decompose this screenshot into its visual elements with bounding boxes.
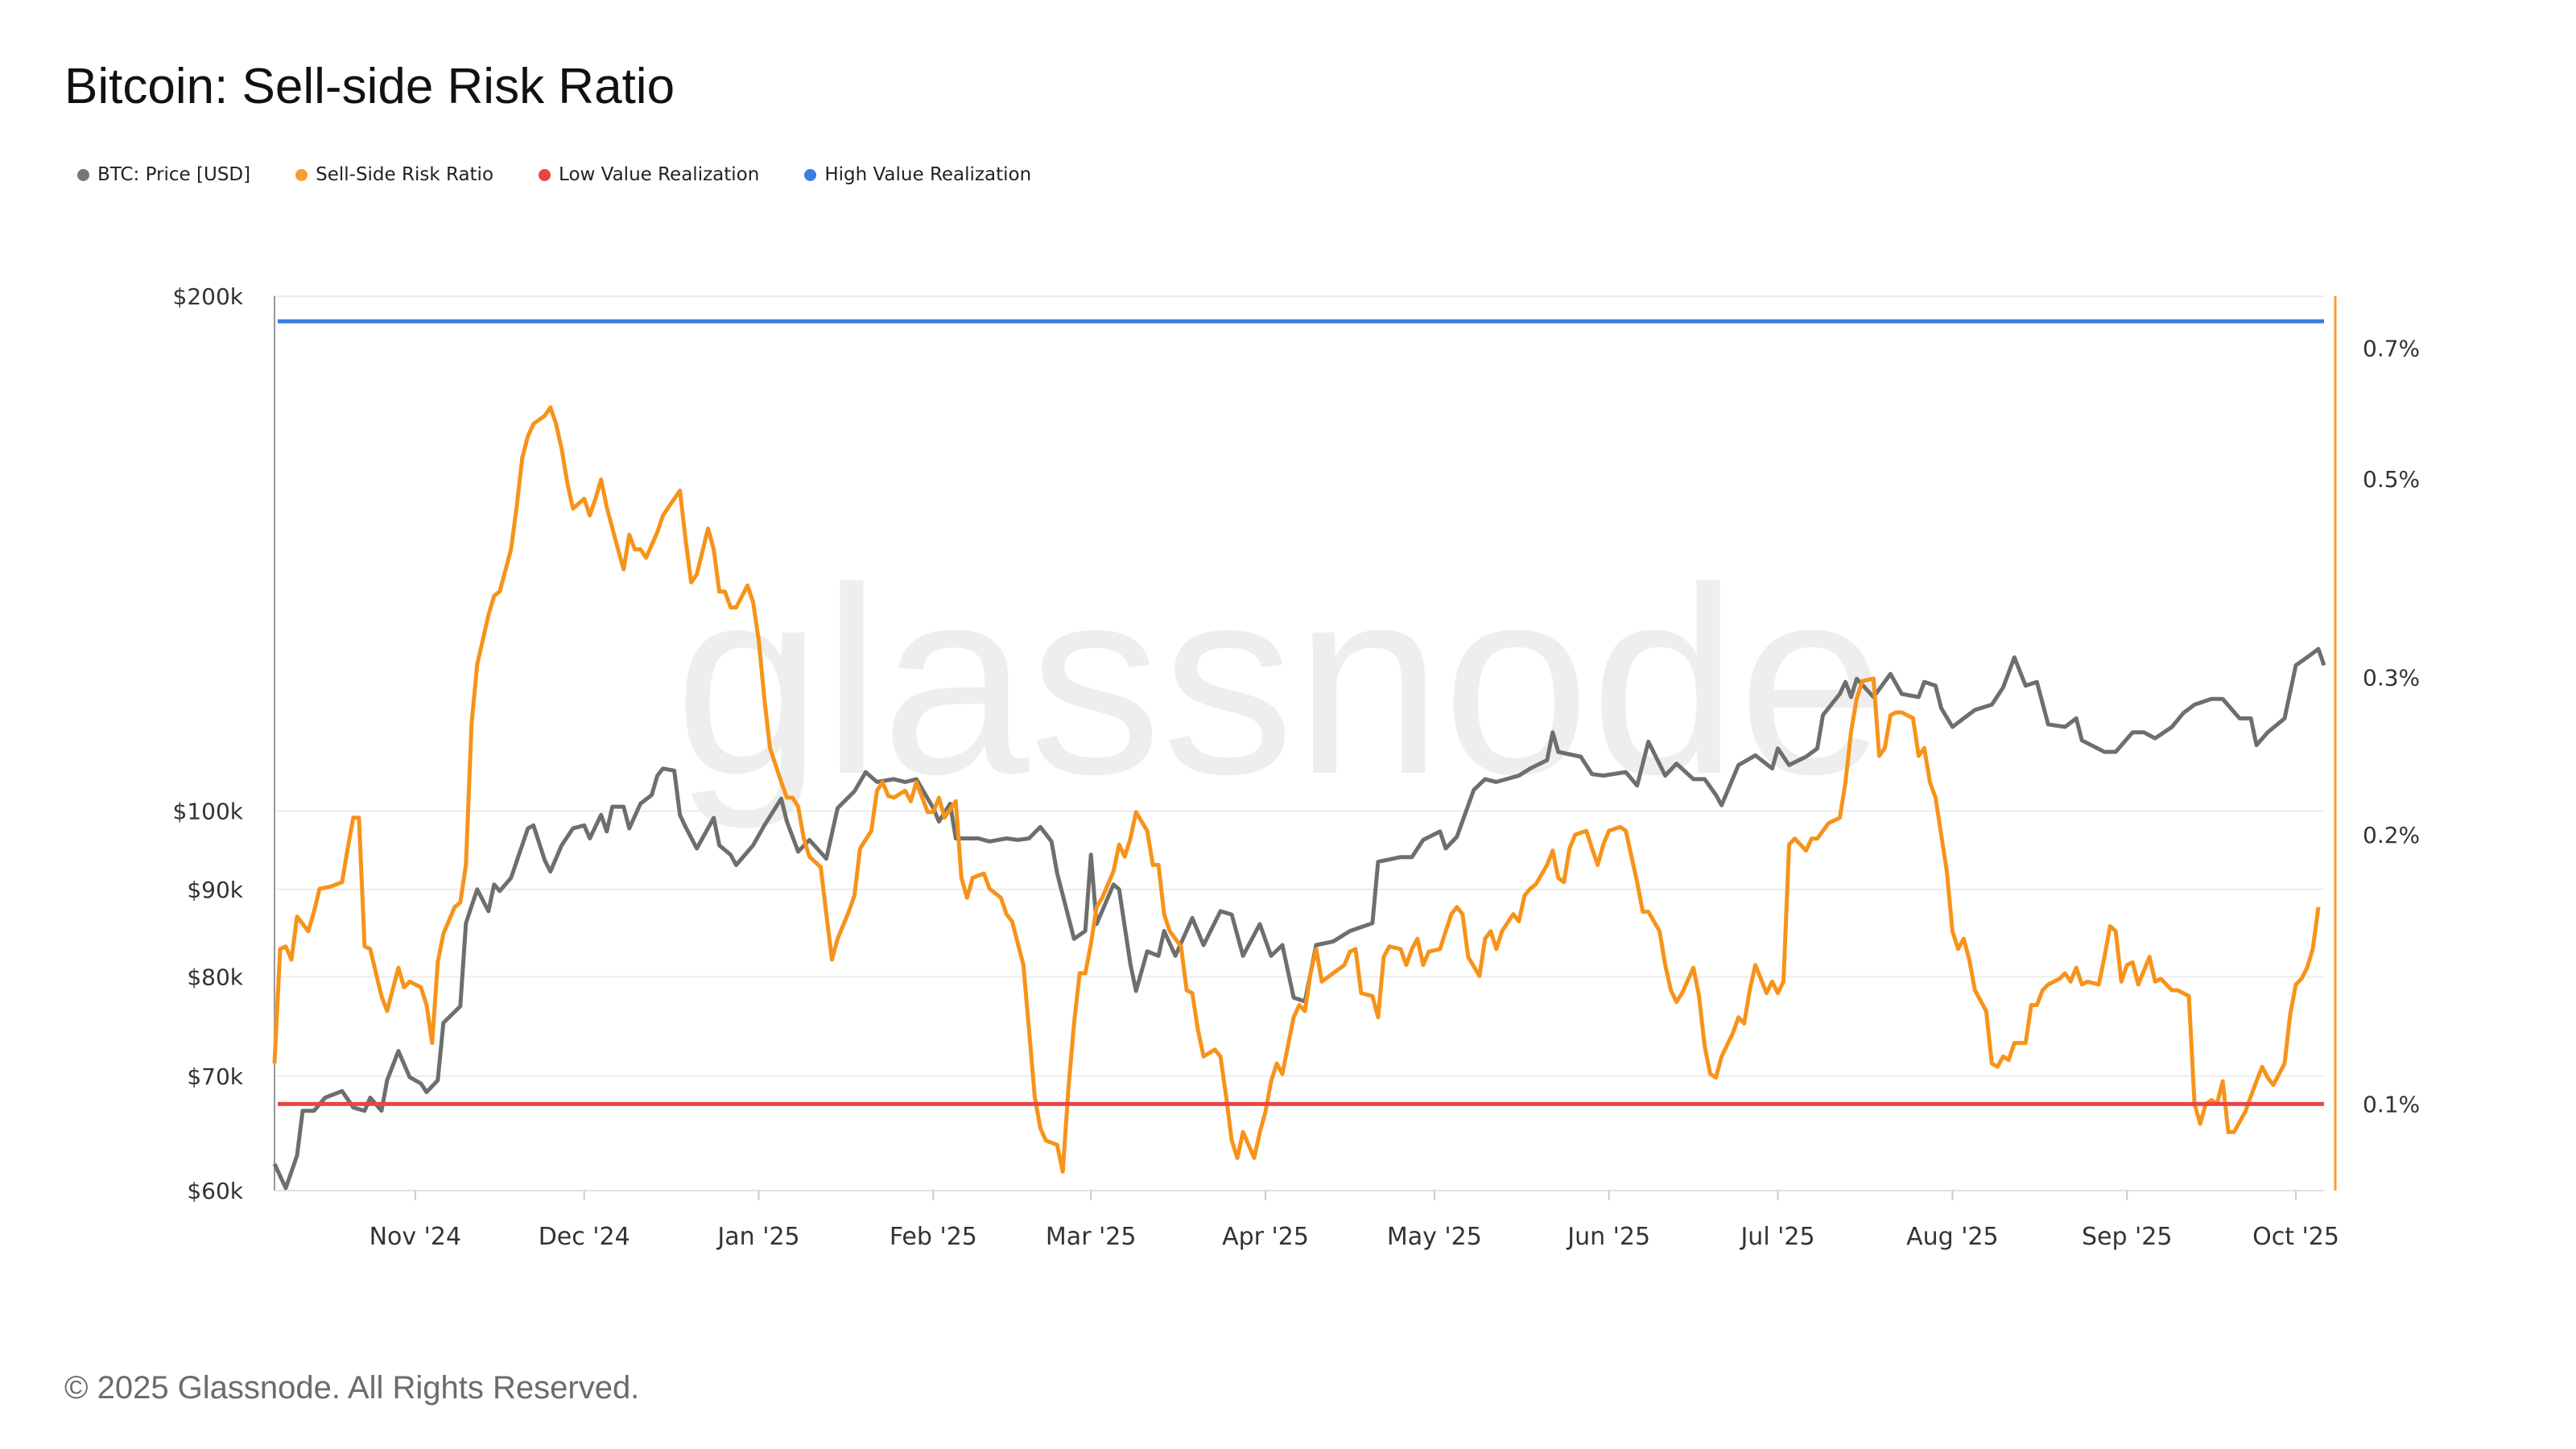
x-tick-label: Nov '24 — [369, 1223, 462, 1251]
y-left-tick-label: $100k — [173, 799, 244, 825]
legend-item-high-value-realization[interactable]: High Value Realization — [804, 164, 1031, 185]
legend: BTC: Price [USD] Sell-Side Risk Ratio Lo… — [77, 164, 1031, 185]
copyright: © 2025 Glassnode. All Rights Reserved. — [64, 1370, 640, 1406]
legend-dot-icon — [539, 168, 551, 181]
legend-label: Sell-Side Risk Ratio — [316, 164, 494, 185]
y-left-tick-label: $60k — [187, 1178, 243, 1204]
y-right-tick-label: 0.7% — [2363, 335, 2420, 361]
x-tick-label: Apr '25 — [1222, 1223, 1309, 1251]
legend-item-sell-side-risk-ratio[interactable]: Sell-Side Risk Ratio — [295, 164, 493, 185]
legend-item-btc-price[interactable]: BTC: Price [USD] — [77, 164, 250, 185]
y-left-tick-label: $70k — [187, 1063, 243, 1090]
y-right-tick-label: 0.5% — [2363, 466, 2420, 493]
x-tick-label: Mar '25 — [1046, 1223, 1137, 1251]
legend-label: High Value Realization — [824, 164, 1032, 185]
series-line-btc-price-usd — [272, 646, 2326, 1191]
x-tick-label: Jul '25 — [1739, 1223, 1814, 1251]
x-tick-label: May '25 — [1387, 1223, 1482, 1251]
x-tick-label: Feb '25 — [890, 1223, 977, 1251]
x-tick-label: Aug '25 — [1906, 1223, 1999, 1251]
legend-label: BTC: Price [USD] — [97, 164, 251, 185]
x-tick-label: Dec '24 — [539, 1223, 630, 1251]
chart-title: Bitcoin: Sell-side Risk Ratio — [64, 59, 675, 114]
legend-dot-icon — [295, 168, 308, 181]
x-tick-label: Sep '25 — [2082, 1223, 2173, 1251]
y-left-tick-label: $200k — [173, 283, 244, 310]
x-tick-label: Jan '25 — [716, 1223, 799, 1251]
legend-dot-icon — [77, 168, 89, 181]
series-line-sell-side-risk-ratio — [272, 405, 2321, 1174]
legend-dot-icon — [804, 168, 817, 181]
y-left-tick-label: $90k — [187, 877, 243, 903]
y-right-tick-label: 0.3% — [2363, 664, 2420, 691]
legend-label: Low Value Realization — [559, 164, 760, 185]
y-right-tick-label: 0.2% — [2363, 822, 2420, 848]
x-tick-label: Jun '25 — [1566, 1223, 1650, 1251]
legend-item-low-value-realization[interactable]: Low Value Realization — [539, 164, 759, 185]
y-left-tick-label: $80k — [187, 964, 243, 991]
y-right-tick-label: 0.1% — [2363, 1091, 2420, 1117]
x-tick-label: Oct '25 — [2252, 1223, 2339, 1251]
